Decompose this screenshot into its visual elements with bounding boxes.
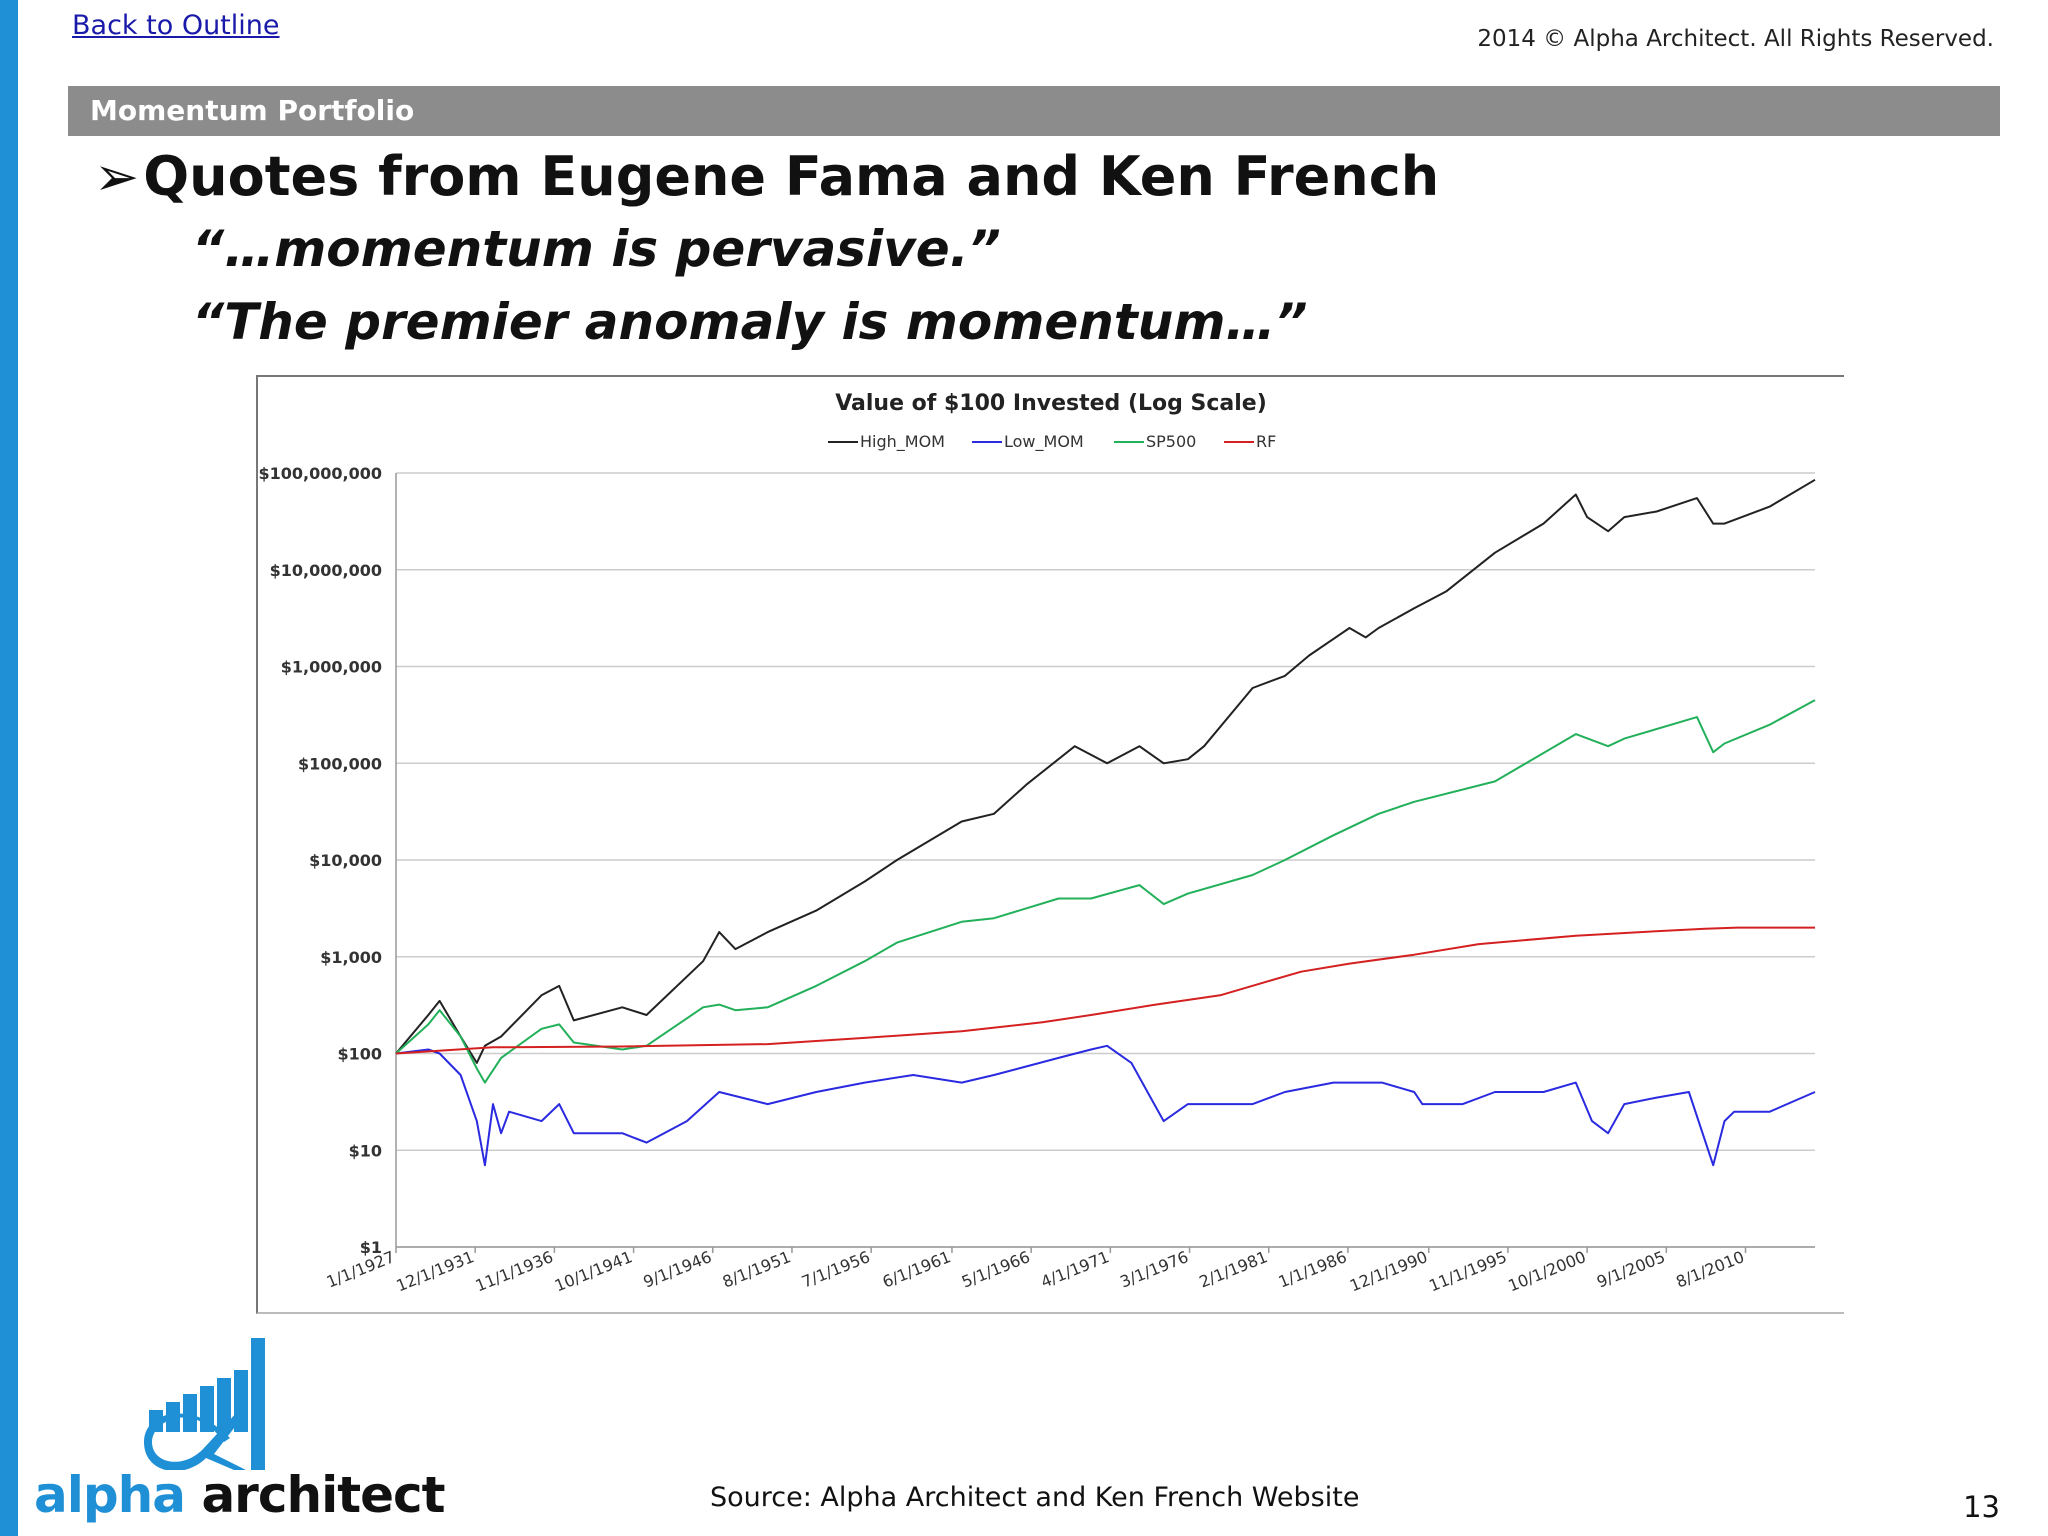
x-tick-label: 1/1/1986 xyxy=(1276,1247,1350,1292)
x-tick-label: 12/1/1931 xyxy=(394,1247,477,1295)
logo-bars-icon xyxy=(144,1338,265,1472)
x-tick-label: 5/1/1966 xyxy=(959,1247,1033,1292)
y-tick-label: $1 xyxy=(360,1238,382,1257)
page-number: 13 xyxy=(1963,1490,2000,1524)
logo-word-architect: architect xyxy=(201,1466,445,1524)
x-tick-label: 12/1/1990 xyxy=(1347,1247,1430,1295)
back-to-outline-link[interactable]: Back to Outline xyxy=(72,10,280,41)
legend-label-high-mom: High_MOM xyxy=(860,432,945,452)
legend-label-rf: RF xyxy=(1256,432,1276,451)
y-tick-label: $100,000 xyxy=(298,754,382,773)
y-tick-label: $100,000,000 xyxy=(259,464,382,483)
logo-word-alpha: alpha xyxy=(34,1466,186,1524)
series-line-rf xyxy=(395,926,1815,1055)
chart-container: Value of $100 Invested (Log Scale) High_M… xyxy=(256,375,1844,1314)
x-tick-label: 7/1/1956 xyxy=(799,1247,873,1292)
x-tick-label: 2/1/1981 xyxy=(1196,1247,1270,1292)
copyright-notice: 2014 © Alpha Architect. All Rights Reser… xyxy=(1477,26,1994,52)
x-tick-label: 11/1/1995 xyxy=(1426,1247,1509,1295)
y-tick-label: $1,000 xyxy=(320,948,382,967)
y-tick-label: $1,000,000 xyxy=(281,658,382,677)
x-tick-label: 4/1/1971 xyxy=(1038,1247,1112,1292)
quote-pervasive: “…momentum is pervasive.” xyxy=(192,220,1001,278)
section-header-bar: Momentum Portfolio xyxy=(68,86,2000,136)
x-tick-label: 9/1/1946 xyxy=(641,1247,715,1292)
x-tick-label: 10/1/1941 xyxy=(552,1247,635,1295)
y-tick-label: $10,000,000 xyxy=(270,561,382,580)
section-title: Momentum Portfolio xyxy=(90,94,415,127)
slide-heading: ➢Quotes from Eugene Fama and Ken French xyxy=(94,145,1439,208)
heading-text: Quotes from Eugene Fama and Ken French xyxy=(143,145,1440,208)
x-tick-label: 8/1/2010 xyxy=(1673,1247,1747,1292)
x-tick-label: 10/1/2000 xyxy=(1505,1247,1588,1295)
left-accent-bar xyxy=(0,0,18,1536)
x-tick-label: 8/1/1951 xyxy=(720,1247,794,1292)
legend-label-low-mom: Low_MOM xyxy=(1004,432,1084,452)
x-tick-label: 11/1/1936 xyxy=(473,1247,556,1295)
alpha-architect-logo: alpha architect xyxy=(34,1330,446,1530)
chart-title: Value of $100 Invested (Log Scale) xyxy=(835,391,1267,416)
momentum-chart: Value of $100 Invested (Log Scale) High_M… xyxy=(259,391,1816,1295)
series-line-sp500 xyxy=(395,699,1816,1084)
legend-label-sp500: SP500 xyxy=(1146,432,1196,451)
y-tick-label: $100 xyxy=(337,1045,382,1064)
logo-wordmark: alpha architect xyxy=(34,1466,446,1524)
series-line-low-mom xyxy=(395,1044,1816,1167)
arrow-bullet-icon: ➢ xyxy=(94,145,140,208)
quote-premier-anomaly: “The premier anomaly is momentum…” xyxy=(192,293,1308,351)
x-tick-label: 3/1/1976 xyxy=(1117,1247,1191,1292)
y-tick-label: $10,000 xyxy=(309,851,382,870)
x-tick-label: 9/1/2005 xyxy=(1594,1247,1668,1292)
y-tick-label: $10 xyxy=(349,1141,382,1160)
x-tick-label: 6/1/1961 xyxy=(880,1247,954,1292)
series-line-high-mom xyxy=(395,478,1816,1064)
source-note: Source: Alpha Architect and Ken French W… xyxy=(710,1482,1360,1513)
